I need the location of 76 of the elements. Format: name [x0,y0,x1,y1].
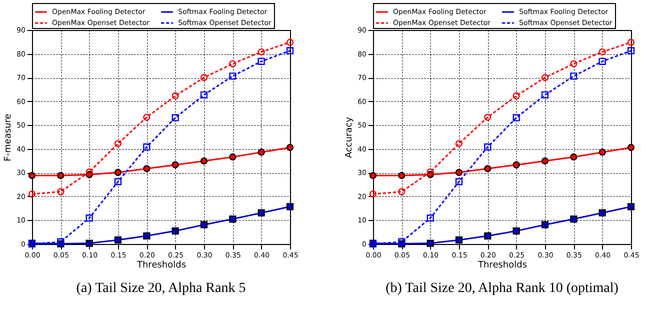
point [200,91,208,98]
point [172,227,179,234]
point [258,48,265,56]
point [172,161,179,168]
point [258,148,265,156]
point [627,144,635,152]
y-axis-title: F-measure [4,113,14,162]
point [398,188,406,196]
point [426,168,434,176]
point [570,215,578,223]
point [229,215,236,223]
point [512,161,520,168]
point [143,114,150,121]
point [369,190,377,198]
point [172,92,179,100]
point [286,203,294,210]
point [286,38,294,46]
point [86,214,93,222]
point [541,74,549,82]
point [57,188,64,196]
point [541,157,549,165]
point [455,140,463,148]
point [484,143,492,151]
point [229,72,236,80]
point [258,209,265,216]
point [229,153,236,161]
point [484,165,492,172]
point [484,114,492,121]
point [114,236,122,244]
point [598,48,606,56]
point [512,92,520,100]
point [627,38,635,46]
x-axis-title: Thresholds [476,260,528,270]
point [143,165,150,172]
point [484,232,492,240]
text: (b) Tail Size 20, Alpha Rank 10 (optimal) [386,281,619,296]
point [455,236,463,244]
point [598,209,606,216]
point [200,221,208,228]
point [455,178,463,186]
point [398,172,406,180]
text: (a) Tail Size 20, Alpha Rank 5 [76,281,246,296]
point [143,143,150,151]
point [512,114,520,122]
point [286,144,294,152]
point [229,60,236,68]
point [598,148,606,156]
point [28,190,36,198]
point [426,214,434,222]
point [86,168,93,176]
point [541,91,549,98]
point [627,47,635,54]
point [172,114,179,122]
point [200,157,208,165]
point [598,58,606,65]
point [369,172,377,180]
point [512,227,520,234]
point [86,240,93,247]
point [455,168,463,176]
point [200,74,208,82]
y-axis-title: Accuracy [344,116,355,158]
point [258,58,265,65]
point [627,203,635,210]
point [286,47,294,54]
point [57,172,64,180]
point [541,221,549,228]
point [426,240,434,247]
point [143,232,150,240]
point [570,72,578,80]
point [114,140,122,148]
point [28,172,36,180]
point [570,60,578,68]
x-axis-title: Thresholds [136,260,186,270]
point [114,168,122,176]
point [114,178,122,186]
point [570,153,578,161]
